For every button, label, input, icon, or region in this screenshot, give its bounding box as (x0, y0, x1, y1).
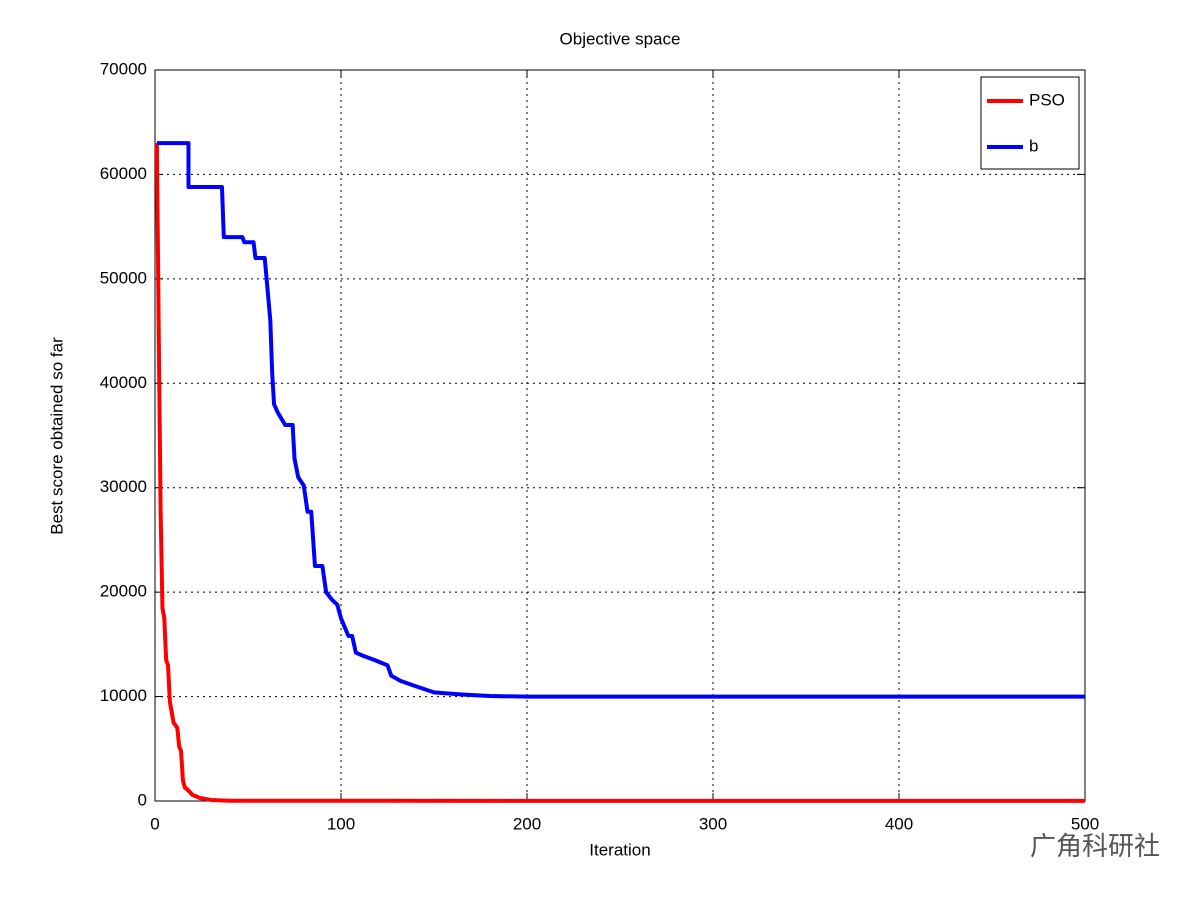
y-tick-label: 0 (138, 790, 147, 809)
x-axis-label: Iteration (589, 840, 650, 859)
y-tick-label: 70000 (100, 59, 147, 78)
x-tick-label: 0 (150, 814, 159, 833)
y-tick-label: 40000 (100, 373, 147, 392)
legend-box (980, 76, 1080, 170)
watermark: 广角科研社 (1030, 831, 1160, 861)
plot-area (155, 70, 1085, 801)
line-series (156, 141, 1085, 699)
y-tick-label: 60000 (100, 164, 147, 183)
x-tick-label: 300 (699, 814, 727, 833)
x-tick-label: 400 (885, 814, 913, 833)
x-tick-label: 500 (1071, 814, 1099, 833)
y-tick-label: 20000 (100, 582, 147, 601)
x-tick-label: 100 (327, 814, 355, 833)
x-tick-label: 200 (513, 814, 541, 833)
y-tick-label: 30000 (100, 477, 147, 496)
legend-label: PSO (1029, 90, 1065, 109)
line-series (154, 143, 1086, 803)
y-axis-label: Best score obtained so far (47, 337, 66, 535)
y-tick-label: 10000 (100, 686, 147, 705)
chart-title: Objective space (560, 29, 681, 48)
y-tick-label: 50000 (100, 268, 147, 287)
legend-label: b (1029, 136, 1038, 155)
